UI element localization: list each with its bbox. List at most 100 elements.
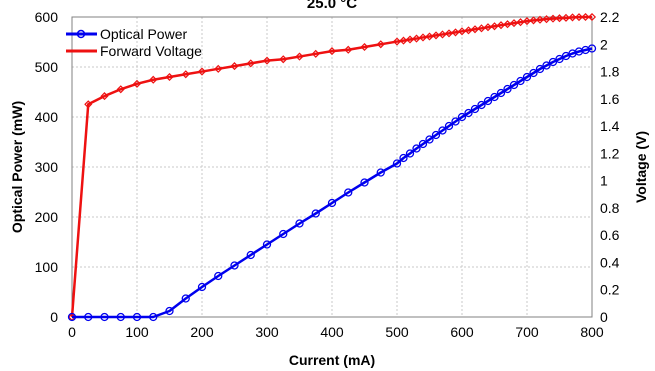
x-tick-label: 800 [580,324,604,340]
data-point-optical-power [100,312,109,322]
data-point-optical-power [262,240,272,249]
data-point-optical-power [548,57,558,67]
data-point-forward-voltage [438,30,447,39]
data-point-forward-voltage [344,45,353,54]
data-point-forward-voltage [503,20,512,29]
data-point-optical-power [149,312,158,322]
data-point-forward-voltage [483,23,493,32]
data-point-optical-power [418,139,428,149]
data-point-forward-voltage [587,12,597,22]
data-point-forward-voltage [116,85,125,94]
data-point-optical-power [181,294,190,303]
data-point-forward-voltage [496,21,506,30]
x-tick-label: 700 [515,324,539,340]
data-point-forward-voltage [522,17,532,26]
data-point-forward-voltage [279,55,288,64]
data-point-optical-power [197,282,207,292]
y-tick-label: 0 [50,309,58,325]
data-point-forward-voltage [581,12,590,22]
data-point-optical-power [509,80,519,90]
y2-tick-label: 0 [600,309,608,325]
data-point-forward-voltage [516,18,525,27]
legend: Optical Power Forward Voltage [66,26,202,59]
data-point-forward-voltage [529,16,538,25]
y-tick-label: 500 [35,59,59,75]
y-tick-label: 600 [35,9,59,25]
chart-title: 25.0 °C [307,0,357,12]
data-point-optical-power [451,117,460,126]
data-point-optical-power [535,64,545,74]
y2-tick-label: 1 [600,173,608,189]
y2-tick-label: 1.2 [600,145,620,161]
data-point-forward-voltage [405,35,415,44]
y2-tick-label: 1.6 [600,91,620,107]
data-point-optical-power [376,168,385,177]
data-point-forward-voltage [418,33,428,42]
y2-tick-label: 2 [600,36,608,52]
data-point-forward-voltage [360,42,369,52]
legend-marker-optical-power [76,29,86,39]
data-point-forward-voltage [431,31,441,40]
series-line-optical-power [72,47,593,319]
data-point-optical-power [344,188,353,197]
data-point-forward-voltage [555,14,564,23]
data-point-optical-power [555,54,564,64]
data-point-forward-voltage [84,100,93,109]
data-point-forward-voltage [542,15,551,24]
x-tick-label: 0 [68,324,76,340]
data-point-forward-voltage [412,34,421,43]
x-axis-title: Current (mA) [289,352,375,368]
data-point-optical-power [503,84,512,94]
data-point-optical-power [587,44,597,53]
legend-label-forward-voltage: Forward Voltage [100,43,202,59]
data-point-optical-power [529,68,538,78]
data-point-forward-voltage [477,24,486,33]
data-point-optical-power [542,61,551,70]
data-point-optical-power [477,100,486,110]
data-point-optical-power [132,312,142,322]
y-tick-label: 300 [35,159,59,175]
data-point-forward-voltage [470,25,480,34]
data-point-optical-power [279,229,288,239]
y2-tick-label: 0.6 [600,227,620,243]
data-point-forward-voltage [246,59,255,68]
data-point-optical-power [522,72,532,82]
data-point-optical-power [327,198,337,208]
y-tick-label: 200 [35,209,59,225]
data-point-forward-voltage [457,27,467,36]
data-point-forward-voltage [214,64,223,73]
data-point-optical-power [444,121,454,131]
x-tick-label: 300 [255,324,279,340]
data-point-forward-voltage [165,72,174,82]
y-tick-label: 100 [35,259,59,275]
data-point-optical-power [246,250,255,260]
data-point-forward-voltage [100,92,109,101]
data-point-forward-voltage [574,13,584,22]
data-point-forward-voltage [327,47,337,56]
data-point-forward-voltage [295,52,304,61]
tick-labels: 0 100 200 300 400 500 600 700 800010020030040050… [35,9,620,340]
data-point-optical-power [360,178,369,187]
data-point-optical-power [392,159,402,168]
data-point-optical-power [438,126,447,135]
data-point-forward-voltage [392,37,402,46]
data-point-forward-voltage [490,22,499,31]
y2-tick-label: 2.2 [600,9,620,25]
data-point-optical-power [116,312,125,322]
data-point-optical-power [464,108,473,118]
data-point-optical-power [496,88,506,98]
data-point-optical-power [311,209,320,218]
data-point-forward-voltage [197,67,207,76]
y2-tick-label: 0.2 [600,282,620,298]
data-point-forward-voltage [425,32,434,41]
data-point-optical-power [412,144,421,153]
data-point-optical-power [470,104,480,114]
data-point-optical-power [399,153,408,163]
legend-label-optical-power: Optical Power [100,26,187,42]
x-tick-label: 200 [190,324,214,340]
data-point-forward-voltage [548,14,558,23]
y-tick-label: 400 [35,109,59,125]
y-axis-title: Optical Power (mW) [9,101,25,233]
x-tick-label: 500 [385,324,409,340]
